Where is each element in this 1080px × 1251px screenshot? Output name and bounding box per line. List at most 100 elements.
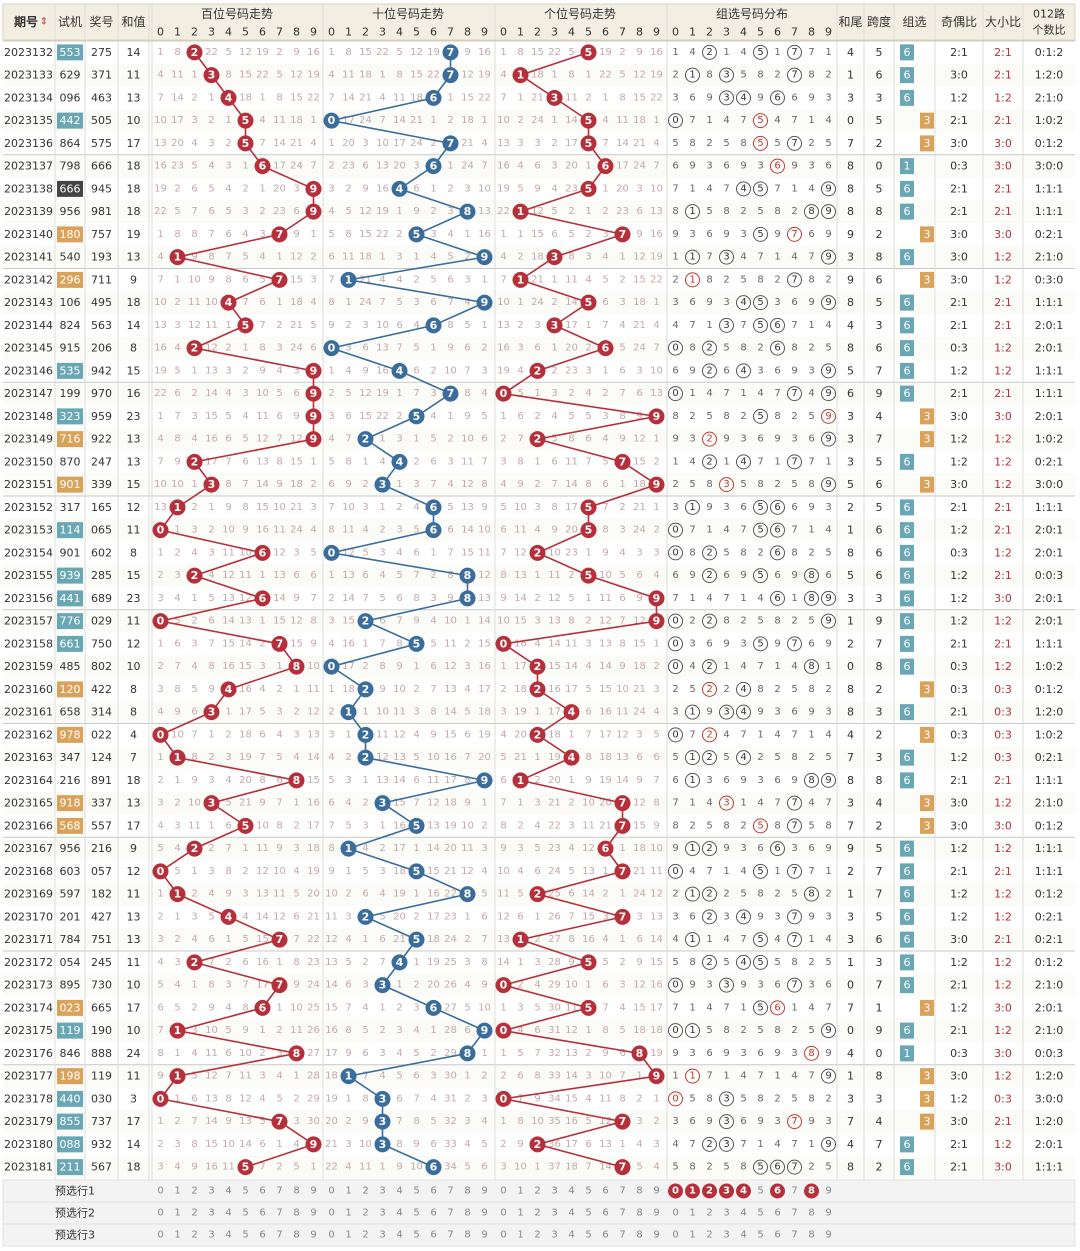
preselect-digit[interactable]: 8 [464, 1208, 470, 1219]
preselect-digit[interactable]: 4 [225, 1186, 231, 1197]
preselect-digit[interactable]: 0 [157, 1230, 163, 1241]
preselect-digit[interactable]: 6 [430, 1208, 436, 1219]
preselect-digit[interactable]: 5 [585, 1186, 591, 1197]
preselect-digit[interactable]: 2 [191, 1208, 197, 1219]
preselect-digit[interactable]: 7 [447, 1186, 453, 1197]
preselect-digit[interactable]: 9 [825, 1186, 831, 1197]
preselect-digit[interactable]: 6 [602, 1230, 608, 1241]
preselect-digit[interactable]: 4 [225, 1230, 231, 1241]
preselect-digit[interactable]: 2 [534, 1208, 540, 1219]
preselect-digit[interactable]: 5 [413, 1186, 419, 1197]
preselect-digit[interactable]: 4 [396, 1230, 402, 1241]
preselect-digit[interactable]: 5 [242, 1186, 248, 1197]
preselect-digit[interactable]: 6 [430, 1186, 436, 1197]
preselect-digit[interactable]: 7 [447, 1230, 453, 1241]
preselect-digit[interactable]: 0 [500, 1186, 506, 1197]
preselect-selected-ball[interactable] [804, 1183, 819, 1199]
preselect-digit[interactable]: 2 [706, 1208, 712, 1219]
preselect-digit[interactable]: 3 [208, 1208, 214, 1219]
preselect-digit[interactable]: 6 [602, 1186, 608, 1197]
preselect-digit[interactable]: 8 [464, 1186, 470, 1197]
preselect-digit[interactable]: 9 [825, 1208, 831, 1219]
preselect-digit[interactable]: 2 [362, 1208, 368, 1219]
preselect-digit[interactable]: 1 [517, 1186, 523, 1197]
preselect-digit[interactable]: 2 [534, 1186, 540, 1197]
preselect-digit[interactable]: 2 [191, 1186, 197, 1197]
preselect-digit[interactable]: 0 [328, 1208, 334, 1219]
preselect-digit[interactable]: 9 [481, 1186, 487, 1197]
preselect-digit[interactable]: 9 [310, 1230, 316, 1241]
preselect-digit[interactable]: 8 [464, 1230, 470, 1241]
preselect-digit[interactable]: 4 [396, 1186, 402, 1197]
preselect-selected-ball[interactable] [668, 1183, 683, 1199]
preselect-digit[interactable]: 0 [157, 1208, 163, 1219]
preselect-digit[interactable]: 0 [672, 1230, 678, 1241]
preselect-digit[interactable]: 1 [345, 1186, 351, 1197]
preselect-digit[interactable]: 6 [774, 1230, 780, 1241]
preselect-digit[interactable]: 7 [791, 1230, 797, 1241]
preselect-digit[interactable]: 1 [517, 1230, 523, 1241]
preselect-digit[interactable]: 3 [208, 1230, 214, 1241]
preselect-digit[interactable]: 3 [379, 1186, 385, 1197]
preselect-digit[interactable]: 0 [157, 1186, 163, 1197]
preselect-digit[interactable]: 7 [276, 1186, 282, 1197]
preselect-digit[interactable]: 2 [534, 1230, 540, 1241]
preselect-digit[interactable]: 9 [825, 1230, 831, 1241]
preselect-digit[interactable]: 7 [619, 1208, 625, 1219]
preselect-digit[interactable]: 8 [293, 1230, 299, 1241]
preselect-digit[interactable]: 1 [517, 1208, 523, 1219]
preselect-digit[interactable]: 4 [225, 1208, 231, 1219]
preselect-digit[interactable]: 3 [723, 1208, 729, 1219]
preselect-digit[interactable]: 1 [174, 1186, 180, 1197]
preselect-digit[interactable]: 9 [481, 1230, 487, 1241]
preselect-digit[interactable]: 1 [174, 1230, 180, 1241]
preselect-digit[interactable]: 2 [191, 1230, 197, 1241]
preselect-digit[interactable]: 3 [551, 1186, 557, 1197]
preselect-digit[interactable]: 1 [689, 1230, 695, 1241]
preselect-digit[interactable]: 5 [413, 1208, 419, 1219]
preselect-digit[interactable]: 1 [689, 1208, 695, 1219]
preselect-digit[interactable]: 1 [345, 1208, 351, 1219]
preselect-digit[interactable]: 4 [568, 1186, 574, 1197]
preselect-digit[interactable]: 5 [242, 1208, 248, 1219]
preselect-digit[interactable]: 0 [500, 1230, 506, 1241]
preselect-digit[interactable]: 5 [242, 1230, 248, 1241]
preselect-digit[interactable]: 9 [310, 1208, 316, 1219]
preselect-digit[interactable]: 8 [636, 1208, 642, 1219]
preselect-selected-ball[interactable] [770, 1183, 785, 1199]
preselect-digit[interactable]: 5 [757, 1208, 763, 1219]
preselect-digit[interactable]: 9 [481, 1208, 487, 1219]
preselect-selected-ball[interactable] [685, 1183, 700, 1199]
preselect-digit[interactable]: 6 [259, 1208, 265, 1219]
preselect-digit[interactable]: 8 [636, 1230, 642, 1241]
preselect-digit[interactable]: 6 [602, 1208, 608, 1219]
preselect-digit[interactable]: 9 [653, 1208, 659, 1219]
preselect-digit[interactable]: 0 [328, 1186, 334, 1197]
preselect-digit[interactable]: 7 [276, 1208, 282, 1219]
preselect-digit[interactable]: 8 [636, 1186, 642, 1197]
preselect-digit[interactable]: 7 [619, 1230, 625, 1241]
preselect-digit[interactable]: 5 [585, 1230, 591, 1241]
preselect-digit[interactable]: 3 [551, 1230, 557, 1241]
preselect-selected-ball[interactable] [719, 1183, 734, 1199]
preselect-digit[interactable]: 6 [430, 1230, 436, 1241]
preselect-digit[interactable]: 5 [585, 1208, 591, 1219]
preselect-digit[interactable]: 7 [276, 1230, 282, 1241]
preselect-digit[interactable]: 7 [791, 1186, 797, 1197]
preselect-digit[interactable]: 8 [808, 1230, 814, 1241]
preselect-digit[interactable]: 5 [757, 1186, 763, 1197]
preselect-digit[interactable]: 4 [740, 1208, 746, 1219]
preselect-digit[interactable]: 6 [774, 1208, 780, 1219]
preselect-digit[interactable]: 8 [293, 1208, 299, 1219]
preselect-digit[interactable]: 7 [447, 1208, 453, 1219]
preselect-digit[interactable]: 2 [706, 1230, 712, 1241]
preselect-digit[interactable]: 9 [310, 1186, 316, 1197]
preselect-digit[interactable]: 5 [413, 1230, 419, 1241]
preselect-digit[interactable]: 7 [619, 1186, 625, 1197]
preselect-digit[interactable]: 8 [293, 1186, 299, 1197]
preselect-digit[interactable]: 0 [672, 1208, 678, 1219]
preselect-digit[interactable]: 4 [396, 1208, 402, 1219]
preselect-digit[interactable]: 9 [653, 1186, 659, 1197]
preselect-digit[interactable]: 0 [500, 1208, 506, 1219]
preselect-digit[interactable]: 3 [208, 1186, 214, 1197]
